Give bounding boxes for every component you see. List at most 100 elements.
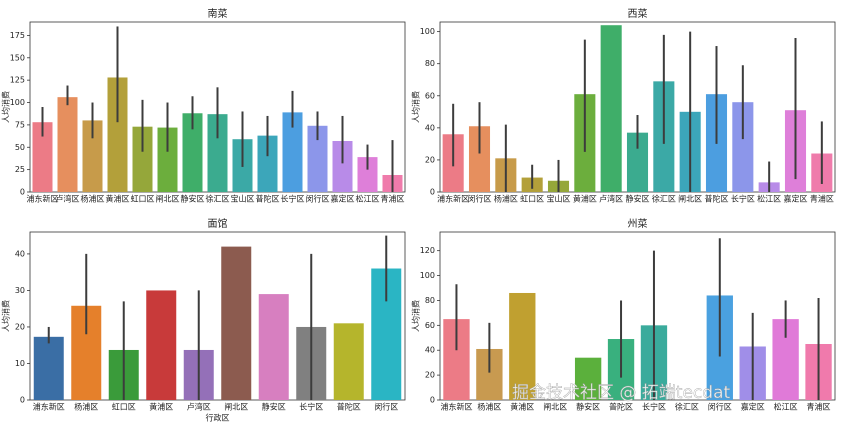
y-tick-label: 60 <box>425 91 435 100</box>
y-tick-label: 40 <box>425 123 435 132</box>
x-tick-label: 普陀区 <box>337 402 361 412</box>
plot-frame <box>29 231 406 401</box>
y-tick-label: 0 <box>430 188 435 197</box>
chart-title: 南菜 <box>208 7 228 20</box>
bar <box>157 127 178 192</box>
x-tick-label: 普陀区 <box>256 194 280 204</box>
x-tick-label: 杨浦区 <box>494 194 518 204</box>
chart-title: 面馆 <box>208 217 228 230</box>
x-tick-label: 青浦区 <box>810 194 834 204</box>
bar <box>307 125 328 192</box>
x-tick-label: 青浦区 <box>381 194 405 204</box>
x-tick-label: 虹口区 <box>520 195 544 204</box>
x-axis-label: 行政区 <box>206 413 230 423</box>
x-tick-label: 静安区 <box>576 402 600 412</box>
bar <box>132 126 153 192</box>
x-tick-label: 徐汇区 <box>652 194 676 204</box>
x-tick-label: 静安区 <box>262 402 286 412</box>
bar <box>207 114 228 192</box>
x-tick-label: 长宁区 <box>642 402 666 412</box>
y-tick-label: 100 <box>10 98 25 107</box>
x-tick-label: 徐汇区 <box>206 194 230 204</box>
y-axis-label: 人均消费 <box>411 91 421 123</box>
y-tick-label: 120 <box>420 246 435 255</box>
y-tick-label: 100 <box>420 27 435 36</box>
x-tick-label: 普陀区 <box>609 402 633 412</box>
bar <box>221 246 252 400</box>
y-tick-label: 150 <box>10 53 25 62</box>
x-tick-label: 卢湾区 <box>56 194 80 204</box>
x-tick-label: 普陀区 <box>705 194 729 204</box>
chart-title: 西菜 <box>628 8 648 20</box>
x-tick-label: 闸北区 <box>678 195 702 204</box>
y-tick-label: 20 <box>425 371 435 380</box>
x-tick-label: 静安区 <box>626 194 650 204</box>
x-tick-label: 闵行区 <box>306 194 330 204</box>
x-tick-label: 虹口区 <box>131 195 155 204</box>
watermark: 掘金技术社区 @ 拓端tecdat <box>512 383 730 403</box>
x-tick-label: 闸北区 <box>156 195 180 204</box>
y-tick-label: 60 <box>425 321 435 330</box>
x-tick-label: 长宁区 <box>731 194 755 204</box>
bar <box>333 323 364 400</box>
y-axis-label: 人均消费 <box>1 91 11 123</box>
x-tick-label: 浦东新区 <box>437 194 469 204</box>
x-tick-label: 杨浦区 <box>81 194 105 204</box>
chart-title: 州菜 <box>628 218 648 230</box>
bar <box>257 135 278 192</box>
x-tick-label: 松江区 <box>774 402 798 412</box>
x-tick-label: 嘉定区 <box>741 402 765 412</box>
y-tick-label: 0 <box>20 188 25 197</box>
x-tick-label: 黄浦区 <box>510 402 534 412</box>
y-tick-label: 100 <box>420 271 435 280</box>
y-tick-label: 30 <box>15 286 25 295</box>
y-tick-label: 20 <box>425 155 435 164</box>
bar <box>600 25 622 192</box>
x-tick-label: 闵行区 <box>468 194 492 204</box>
y-tick-label: 20 <box>15 322 25 331</box>
x-tick-label: 嘉定区 <box>331 194 355 204</box>
x-tick-label: 卢湾区 <box>599 194 623 204</box>
x-tick-label: 宝山区 <box>231 194 255 204</box>
y-tick-label: 40 <box>425 346 435 355</box>
x-tick-label: 徐汇区 <box>675 402 699 412</box>
bar <box>574 357 602 400</box>
x-tick-label: 闵行区 <box>708 402 732 412</box>
x-tick-label: 长宁区 <box>299 402 323 412</box>
bar <box>732 102 754 192</box>
y-tick-label: 0 <box>20 396 25 405</box>
bar <box>32 122 53 192</box>
bar <box>182 113 203 192</box>
x-tick-label: 浦东新区 <box>27 194 59 204</box>
bar <box>146 290 177 400</box>
bar <box>468 126 491 192</box>
bar <box>33 336 64 400</box>
bar <box>509 292 536 400</box>
y-tick-label: 0 <box>430 396 435 405</box>
bar <box>357 157 378 192</box>
x-tick-label: 黄浦区 <box>106 194 130 204</box>
x-tick-label: 黄浦区 <box>573 194 597 204</box>
bar <box>282 112 303 192</box>
x-tick-label: 静安区 <box>181 194 205 204</box>
y-tick-label: 10 <box>15 359 25 368</box>
y-tick-label: 50 <box>15 143 25 152</box>
x-tick-label: 青浦区 <box>807 402 831 412</box>
y-tick-label: 40 <box>15 249 25 258</box>
x-tick-label: 浦东新区 <box>33 402 65 412</box>
x-tick-label: 松江区 <box>757 194 781 204</box>
bar <box>626 132 649 192</box>
bar <box>57 97 78 192</box>
x-tick-label: 浦东新区 <box>440 402 472 412</box>
bar <box>82 120 103 192</box>
x-tick-label: 卢湾区 <box>187 402 211 412</box>
x-tick-label: 嘉定区 <box>784 194 808 204</box>
x-tick-label: 闵行区 <box>374 402 398 412</box>
x-tick-label: 杨浦区 <box>477 402 501 412</box>
x-tick-label: 杨浦区 <box>74 402 98 412</box>
